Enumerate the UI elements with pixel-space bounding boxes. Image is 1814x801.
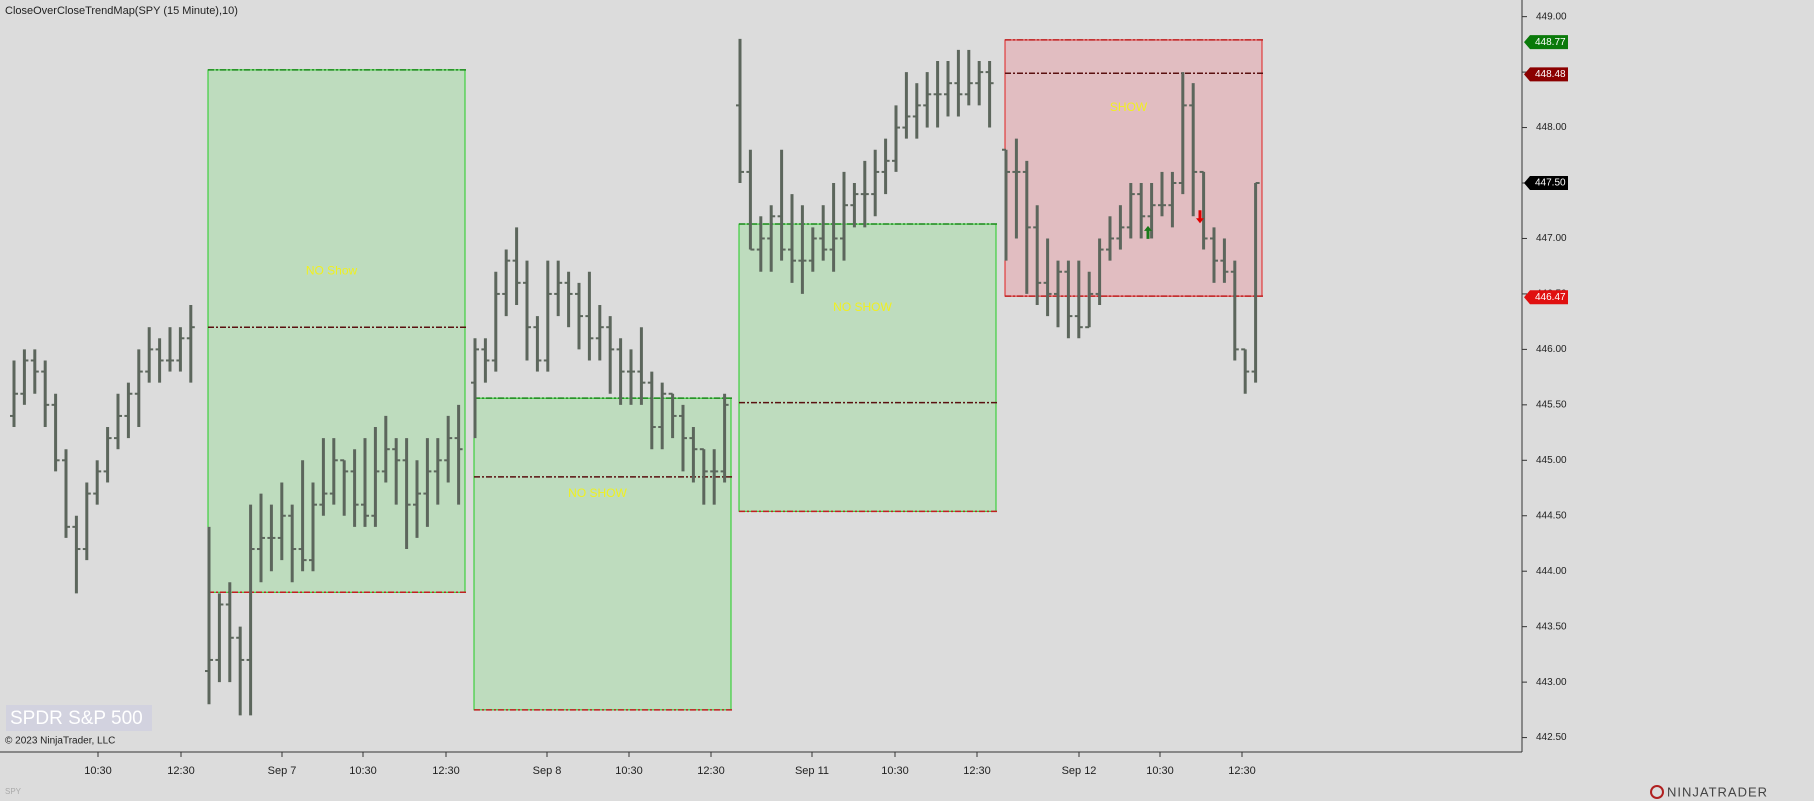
x-tick-label: Sep 12 <box>1062 765 1097 777</box>
price-marker <box>1524 35 1568 50</box>
x-tick-label: 10:30 <box>615 765 643 777</box>
signal-arrow <box>1144 225 1152 239</box>
trend-box <box>473 397 732 711</box>
y-tick-label: 448.00 <box>1536 122 1567 133</box>
price-marker <box>1524 290 1568 305</box>
x-tick-label: 10:30 <box>881 765 909 777</box>
y-tick-label: 446.00 <box>1536 344 1567 355</box>
x-tick-label: 10:30 <box>349 765 377 777</box>
price-marker-label: 446.47 <box>1535 292 1566 303</box>
price-marker-label: 447.50 <box>1535 178 1566 189</box>
x-tick-label: 12:30 <box>167 765 195 777</box>
x-tick-label: 10:30 <box>84 765 112 777</box>
brand: NINJATRADER <box>1667 784 1768 799</box>
x-tick-label: 12:30 <box>432 765 460 777</box>
x-tick-label: 12:30 <box>697 765 725 777</box>
price-marker-label: 448.77 <box>1535 37 1566 48</box>
x-tick-label: 10:30 <box>1146 765 1174 777</box>
y-tick-label: 443.50 <box>1536 621 1567 632</box>
x-tick-label: Sep 8 <box>533 765 562 777</box>
y-tick-label: 444.50 <box>1536 510 1567 521</box>
brand-logo <box>1650 785 1664 799</box>
signal-arrow <box>1196 210 1204 224</box>
trend-box <box>738 223 997 512</box>
y-tick-label: 443.00 <box>1536 677 1567 688</box>
copyright: © 2023 NinjaTrader, LLC <box>5 736 115 747</box>
box-label: NO SHOW <box>833 300 892 314</box>
y-tick-label: 442.50 <box>1536 732 1567 743</box>
y-tick-label: 445.50 <box>1536 399 1567 410</box>
watermark-bg <box>6 705 152 731</box>
x-tick-label: Sep 11 <box>795 765 829 777</box>
box-label: NO SHOW <box>568 486 627 500</box>
box-label: SHOW <box>1110 100 1148 114</box>
price-marker-label: 448.48 <box>1535 69 1566 80</box>
y-tick-label: 444.00 <box>1536 566 1567 577</box>
y-tick-label: 447.00 <box>1536 233 1567 244</box>
y-tick-label: 445.00 <box>1536 455 1567 466</box>
chart-title: CloseOverCloseTrendMap(SPY (15 Minute),1… <box>5 5 238 17</box>
x-tick-label: 12:30 <box>1228 765 1256 777</box>
x-tick-label: Sep 7 <box>268 765 297 777</box>
watermark: SPDR S&P 500 <box>10 708 143 729</box>
symbol: SPY <box>5 787 22 796</box>
price-marker <box>1524 67 1568 82</box>
x-tick-label: 12:30 <box>963 765 991 777</box>
y-tick-label: 449.00 <box>1536 11 1567 22</box>
price-marker <box>1524 176 1568 191</box>
box-label: NO Show <box>306 263 358 277</box>
